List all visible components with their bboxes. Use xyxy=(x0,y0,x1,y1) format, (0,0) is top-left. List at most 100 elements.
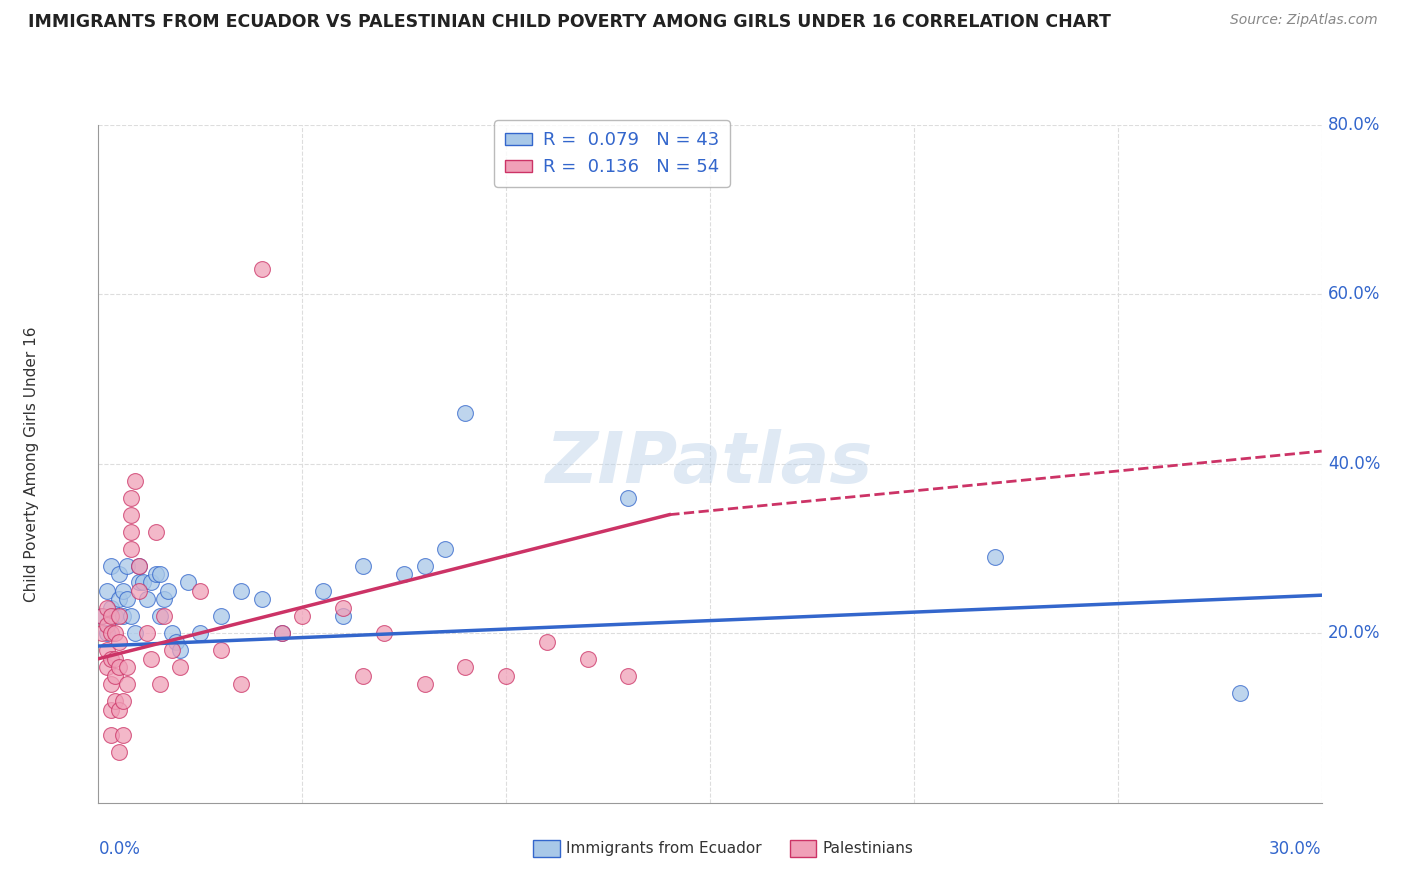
Point xyxy=(108,660,131,674)
Point xyxy=(104,669,127,683)
Point xyxy=(96,617,118,632)
Legend: R =  0.079   N = 43, R =  0.136   N = 54: R = 0.079 N = 43, R = 0.136 N = 54 xyxy=(495,120,730,187)
Point xyxy=(413,558,436,573)
Point xyxy=(312,583,335,598)
Point xyxy=(209,609,232,624)
Point xyxy=(115,660,138,674)
Point xyxy=(270,626,294,640)
Point xyxy=(454,660,477,674)
Point xyxy=(104,609,127,624)
FancyBboxPatch shape xyxy=(790,840,817,857)
Point xyxy=(100,677,122,691)
Point xyxy=(332,609,354,624)
Point xyxy=(128,558,150,573)
Point xyxy=(104,626,127,640)
Text: IMMIGRANTS FROM ECUADOR VS PALESTINIAN CHILD POVERTY AMONG GIRLS UNDER 16 CORREL: IMMIGRANTS FROM ECUADOR VS PALESTINIAN C… xyxy=(28,13,1111,31)
Text: ZIPatlas: ZIPatlas xyxy=(547,429,873,499)
Text: 80.0%: 80.0% xyxy=(1327,116,1381,134)
Point xyxy=(617,669,640,683)
Point xyxy=(120,524,142,539)
Point xyxy=(250,262,273,277)
Text: Child Poverty Among Girls Under 16: Child Poverty Among Girls Under 16 xyxy=(24,326,38,601)
Point xyxy=(120,491,142,505)
Text: Source: ZipAtlas.com: Source: ZipAtlas.com xyxy=(1230,13,1378,28)
Point xyxy=(136,626,159,640)
Point xyxy=(96,643,118,657)
Point xyxy=(352,558,374,573)
Point xyxy=(100,651,122,665)
Point xyxy=(128,583,150,598)
Point xyxy=(231,677,253,691)
Point xyxy=(91,626,114,640)
Point xyxy=(104,694,127,708)
Point xyxy=(188,626,212,640)
Point xyxy=(104,651,127,665)
FancyBboxPatch shape xyxy=(533,840,560,857)
Point xyxy=(169,660,191,674)
Point xyxy=(111,583,134,598)
Point xyxy=(100,626,122,640)
Point xyxy=(152,592,174,607)
Point xyxy=(156,583,179,598)
Point xyxy=(108,567,131,582)
Point xyxy=(291,609,314,624)
Point xyxy=(136,592,159,607)
Point xyxy=(108,592,131,607)
Point xyxy=(160,626,183,640)
Point xyxy=(96,583,118,598)
Point xyxy=(120,508,142,522)
Point xyxy=(373,626,395,640)
Point xyxy=(209,643,232,657)
Text: 0.0%: 0.0% xyxy=(98,840,141,858)
Point xyxy=(152,609,174,624)
Point xyxy=(128,575,150,590)
Point xyxy=(124,474,146,488)
Point xyxy=(141,651,163,665)
Point xyxy=(141,575,163,590)
Text: 30.0%: 30.0% xyxy=(1270,840,1322,858)
Text: Palestinians: Palestinians xyxy=(823,841,914,856)
Point xyxy=(111,728,134,742)
Point xyxy=(169,643,191,657)
Point xyxy=(165,635,187,649)
Text: 60.0%: 60.0% xyxy=(1327,285,1381,303)
Point xyxy=(132,575,155,590)
Point xyxy=(111,609,134,624)
Point xyxy=(495,669,517,683)
Point xyxy=(332,601,354,615)
Point xyxy=(231,583,253,598)
Point xyxy=(115,592,138,607)
Point xyxy=(149,609,172,624)
Point xyxy=(120,609,142,624)
Point xyxy=(100,703,122,717)
Point xyxy=(160,643,183,657)
Point xyxy=(177,575,200,590)
Point xyxy=(100,601,122,615)
Point xyxy=(115,558,138,573)
Text: Immigrants from Ecuador: Immigrants from Ecuador xyxy=(565,841,761,856)
Point xyxy=(120,541,142,556)
Point xyxy=(149,567,172,582)
Point xyxy=(111,694,134,708)
Point xyxy=(108,745,131,759)
Point xyxy=(115,677,138,691)
Point xyxy=(96,626,118,640)
Point xyxy=(392,567,416,582)
Point xyxy=(96,660,118,674)
Point xyxy=(91,609,114,624)
Point xyxy=(128,558,150,573)
Point xyxy=(96,601,118,615)
Point xyxy=(100,609,122,624)
Point xyxy=(108,635,131,649)
Point xyxy=(454,406,477,420)
Point xyxy=(576,651,599,665)
Point xyxy=(617,491,640,505)
Point xyxy=(536,635,558,649)
Point xyxy=(145,524,167,539)
Point xyxy=(149,677,172,691)
Point xyxy=(100,558,122,573)
Point xyxy=(352,669,374,683)
Point xyxy=(145,567,167,582)
Point xyxy=(91,609,114,624)
Text: 20.0%: 20.0% xyxy=(1327,624,1381,642)
